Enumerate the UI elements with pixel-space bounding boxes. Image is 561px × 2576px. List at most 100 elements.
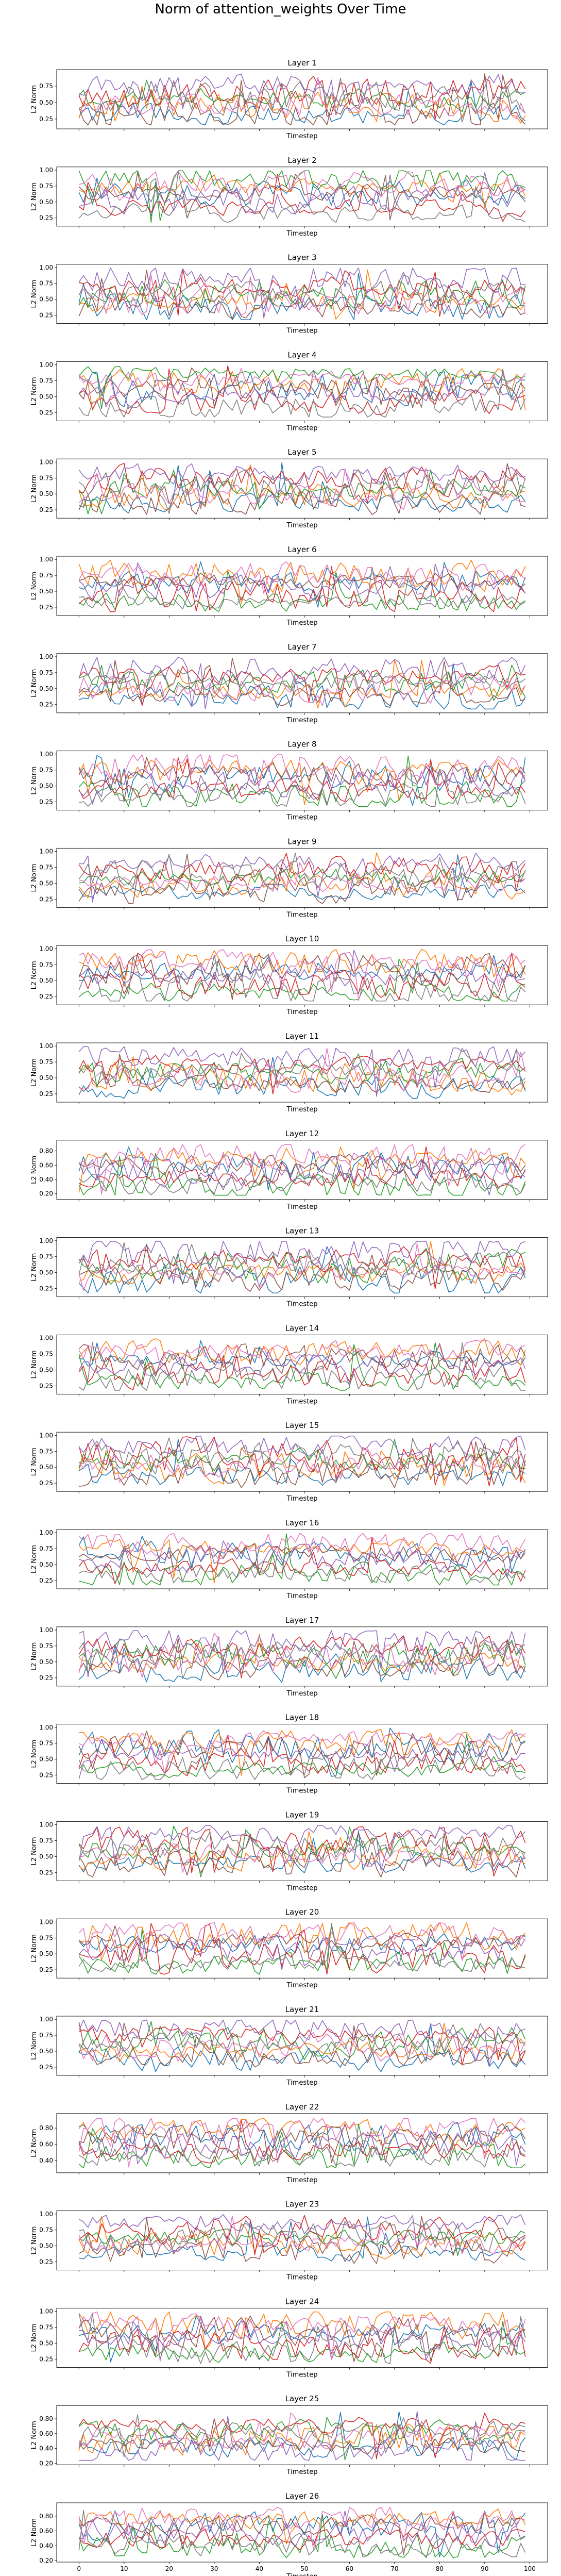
- y-tick-label: 0.20: [39, 1190, 53, 1198]
- series-line: [78, 462, 526, 513]
- plot-frame: [56, 1237, 548, 1298]
- subplot-title: Layer 16: [285, 1518, 319, 1527]
- series-line: [79, 74, 525, 116]
- series-line: [78, 1543, 526, 1575]
- plot-frame: [56, 2016, 548, 2076]
- series-line: [78, 177, 526, 217]
- series-line: [78, 370, 526, 409]
- series-line: [78, 369, 526, 418]
- plot-frame: [56, 556, 548, 616]
- x-axis-label: Timestep: [286, 2079, 318, 2087]
- subplot-title: Layer 18: [285, 1713, 319, 1722]
- series-line: [78, 1057, 526, 1099]
- y-tick-label: 0.50: [39, 1269, 53, 1276]
- series-line: [78, 73, 526, 126]
- series-line: [78, 657, 526, 709]
- subplot-title: Layer 8: [287, 740, 316, 749]
- series-line: [78, 2118, 526, 2168]
- plot-frame: [56, 847, 548, 908]
- y-axis-label: L2 Norm: [30, 2032, 38, 2060]
- subplot-title: Layer 5: [287, 447, 316, 457]
- y-tick-label: 0.75: [39, 2226, 53, 2234]
- y-tick-label: 1.00: [39, 264, 53, 271]
- y-axis-label: L2 Norm: [30, 1058, 38, 1087]
- subplot-title: Layer 17: [285, 1616, 319, 1625]
- series-line: [79, 1729, 526, 1776]
- series-line: [78, 77, 526, 120]
- series-line: [78, 463, 525, 515]
- x-axis-label: Timestep: [286, 2176, 318, 2184]
- y-axis-label: L2 Norm: [30, 2226, 38, 2255]
- y-tick-label: 1.00: [39, 751, 53, 758]
- series-line: [78, 1056, 526, 1095]
- x-tick-label: 40: [256, 2565, 263, 2572]
- y-tick-label: 1.00: [39, 653, 53, 660]
- subplot-layer-15: Layer 15 0.25 0.50 0.75 1.00 Timestep L2 Norm: [30, 1421, 548, 1503]
- y-tick-label: 0.40: [39, 2542, 53, 2549]
- y-tick-label: 1.00: [39, 1237, 53, 1244]
- series-line: [78, 2506, 526, 2550]
- series-line: [78, 2023, 525, 2063]
- series-line: [78, 366, 525, 409]
- subplot-title: Layer 6: [287, 545, 316, 554]
- subplot-layer-22: Layer 22 0.40 0.60 0.80 Timestep L2 Norm: [30, 2102, 548, 2184]
- series-line: [78, 1826, 526, 1876]
- series-line: [79, 1246, 526, 1289]
- plot-frame: [56, 2211, 548, 2271]
- y-tick-label: 0.75: [39, 1545, 53, 1552]
- x-axis-label: Timestep: [286, 1787, 318, 1795]
- series-line: [78, 170, 526, 223]
- series-line: [78, 673, 526, 706]
- x-tick-label: 60: [346, 2565, 353, 2572]
- series-line: [78, 949, 526, 987]
- subplot-title: Layer 12: [285, 1129, 319, 1138]
- y-tick-label: 0.75: [39, 1058, 53, 1066]
- series-line: [78, 2022, 526, 2068]
- y-tick-label: 0.50: [39, 1074, 53, 1082]
- x-axis-label: Timestep: [286, 522, 318, 529]
- x-tick-label: 0: [77, 2565, 81, 2572]
- series-line: [79, 170, 526, 205]
- series-line: [78, 1439, 525, 1486]
- y-tick-label: 0.50: [39, 1561, 53, 1568]
- x-axis-label: Timestep: [286, 230, 318, 238]
- subplot-layer-16: Layer 16 0.25 0.50 0.75 1.00 Timestep L2 Norm: [30, 1518, 548, 1600]
- y-tick-label: 0.50: [39, 1756, 53, 1763]
- series-line: [78, 173, 526, 222]
- subplot-title: Layer 25: [285, 2394, 319, 2403]
- series-line: [78, 1435, 526, 1457]
- y-tick-label: 1.00: [39, 1335, 53, 1342]
- subplot-layer-19: Layer 19 0.25 0.50 0.75 1.00 Timestep L2 Norm: [30, 1810, 548, 1892]
- series-line: [78, 658, 525, 706]
- series-line: [78, 2123, 526, 2166]
- plot-frame: [56, 361, 548, 421]
- series-line: [78, 1641, 525, 1679]
- y-tick-label: 0.25: [39, 993, 53, 1000]
- series-line: [78, 1242, 526, 1281]
- x-axis-label: Timestep: [286, 424, 318, 432]
- y-tick-label: 1.00: [39, 1432, 53, 1439]
- subplot-title: Layer 19: [285, 1810, 319, 1819]
- series-line: [78, 81, 526, 126]
- y-tick-label: 0.75: [39, 961, 53, 968]
- series-line: [78, 1448, 526, 1483]
- y-tick-label: 0.25: [39, 1480, 53, 1487]
- y-tick-label: 0.25: [39, 799, 53, 806]
- x-axis-label: Timestep: [286, 132, 318, 140]
- y-axis-label: L2 Norm: [30, 280, 38, 308]
- y-tick-label: 1.00: [39, 1626, 53, 1634]
- series-line: [78, 659, 526, 709]
- y-tick-label: 0.75: [39, 1448, 53, 1455]
- y-tick-label: 0.75: [39, 2323, 53, 2331]
- y-tick-label: 1.00: [39, 2016, 53, 2023]
- y-tick-label: 0.20: [39, 2557, 53, 2564]
- y-tick-label: 1.00: [39, 1724, 53, 1731]
- subplot-layer-14: Layer 14 0.25 0.50 0.75 1.00 Timestep L2 Norm: [30, 1323, 548, 1405]
- x-axis-label: Timestep: [286, 1592, 318, 1600]
- series-line: [79, 2216, 526, 2262]
- subplot-layer-2: Layer 2 0.25 0.50 0.75 1.00 Timestep L2 Norm: [30, 156, 548, 238]
- y-axis-label: L2 Norm: [30, 669, 38, 697]
- y-axis-label: L2 Norm: [30, 85, 38, 113]
- series-line: [78, 1053, 526, 1090]
- subplot-layer-25: Layer 25 0.20 0.40 0.60 0.80 Timestep L2 Norm: [30, 2394, 548, 2476]
